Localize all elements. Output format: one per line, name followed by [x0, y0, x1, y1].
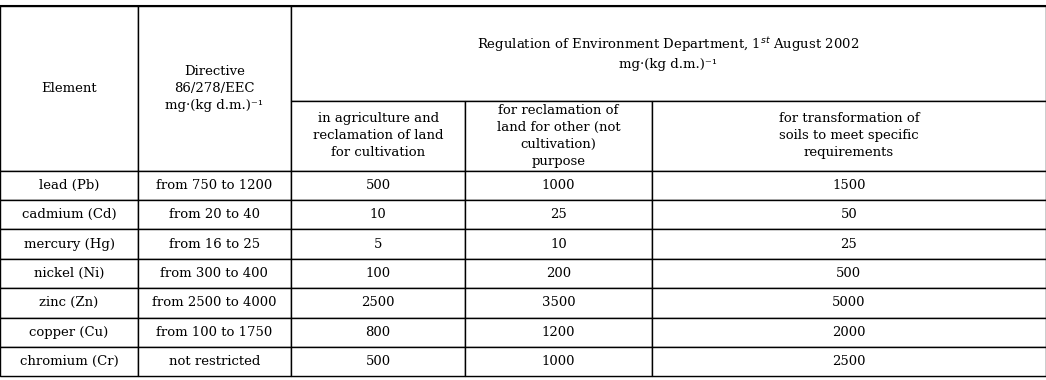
Bar [291, 171, 465, 200]
Text: not restricted: not restricted [168, 355, 260, 368]
Text: 100: 100 [365, 267, 391, 280]
Bar [465, 318, 652, 347]
Bar [465, 200, 652, 230]
Bar [138, 318, 291, 347]
Bar [0, 200, 138, 230]
Text: 2500: 2500 [832, 355, 866, 368]
Bar [0, 171, 138, 200]
Bar [0, 230, 138, 259]
Text: 50: 50 [840, 208, 858, 221]
Text: chromium (Cr): chromium (Cr) [20, 355, 118, 368]
Text: from 750 to 1200: from 750 to 1200 [156, 179, 273, 192]
Bar [138, 288, 291, 318]
Text: 25: 25 [550, 208, 567, 221]
Bar [0, 259, 138, 288]
Text: for transformation of
soils to meet specific
requirements: for transformation of soils to meet spec… [778, 112, 919, 160]
Text: zinc (Zn): zinc (Zn) [40, 296, 98, 309]
Bar [652, 230, 1046, 259]
Bar [652, 259, 1046, 288]
Text: from 16 to 25: from 16 to 25 [168, 238, 260, 251]
Bar [291, 318, 465, 347]
Text: cadmium (Cd): cadmium (Cd) [22, 208, 116, 221]
Text: 2500: 2500 [361, 296, 395, 309]
Bar [138, 6, 291, 171]
Bar [291, 288, 465, 318]
Text: 2000: 2000 [832, 326, 866, 339]
Bar [291, 347, 465, 376]
Text: 1500: 1500 [832, 179, 866, 192]
Bar [465, 288, 652, 318]
Text: for reclamation of
land for other (not
cultivation)
purpose: for reclamation of land for other (not c… [497, 104, 620, 168]
Bar [291, 101, 465, 171]
Text: nickel (Ni): nickel (Ni) [33, 267, 105, 280]
Text: Element: Element [41, 82, 97, 95]
Bar [652, 171, 1046, 200]
Bar [465, 101, 652, 171]
Bar [0, 347, 138, 376]
Text: 500: 500 [365, 179, 391, 192]
Bar [652, 101, 1046, 171]
Text: 3500: 3500 [542, 296, 575, 309]
Text: 5: 5 [373, 238, 383, 251]
Bar [291, 200, 465, 230]
Bar [652, 288, 1046, 318]
Bar [652, 347, 1046, 376]
Text: 500: 500 [365, 355, 391, 368]
Bar [0, 288, 138, 318]
Text: 25: 25 [840, 238, 858, 251]
Bar [291, 6, 1046, 101]
Bar [652, 318, 1046, 347]
Text: lead (Pb): lead (Pb) [39, 179, 99, 192]
Text: Directive
86/278/EEC
mg·(kg d.m.)⁻¹: Directive 86/278/EEC mg·(kg d.m.)⁻¹ [165, 65, 264, 112]
Bar [0, 6, 138, 171]
Text: 10: 10 [550, 238, 567, 251]
Bar [138, 200, 291, 230]
Bar [465, 347, 652, 376]
Text: from 300 to 400: from 300 to 400 [160, 267, 269, 280]
Text: 500: 500 [836, 267, 862, 280]
Text: 200: 200 [546, 267, 571, 280]
Bar [652, 200, 1046, 230]
Text: from 20 to 40: from 20 to 40 [169, 208, 259, 221]
Text: mercury (Hg): mercury (Hg) [24, 238, 114, 251]
Text: 10: 10 [369, 208, 387, 221]
Text: Regulation of Environment Department, 1$^{st}$ August 2002
mg·(kg d.m.)⁻¹: Regulation of Environment Department, 1$… [477, 36, 860, 71]
Text: 5000: 5000 [832, 296, 866, 309]
Text: in agriculture and
reclamation of land
for cultivation: in agriculture and reclamation of land f… [313, 112, 444, 160]
Text: from 100 to 1750: from 100 to 1750 [156, 326, 273, 339]
Text: copper (Cu): copper (Cu) [29, 326, 109, 339]
Text: 1000: 1000 [542, 355, 575, 368]
Bar [291, 259, 465, 288]
Bar [465, 171, 652, 200]
Bar [465, 259, 652, 288]
Bar [0, 318, 138, 347]
Bar [465, 230, 652, 259]
Bar [138, 171, 291, 200]
Bar [291, 230, 465, 259]
Bar [138, 347, 291, 376]
Bar [138, 259, 291, 288]
Text: 800: 800 [365, 326, 391, 339]
Text: from 2500 to 4000: from 2500 to 4000 [152, 296, 277, 309]
Bar [138, 230, 291, 259]
Text: 1000: 1000 [542, 179, 575, 192]
Text: 1200: 1200 [542, 326, 575, 339]
